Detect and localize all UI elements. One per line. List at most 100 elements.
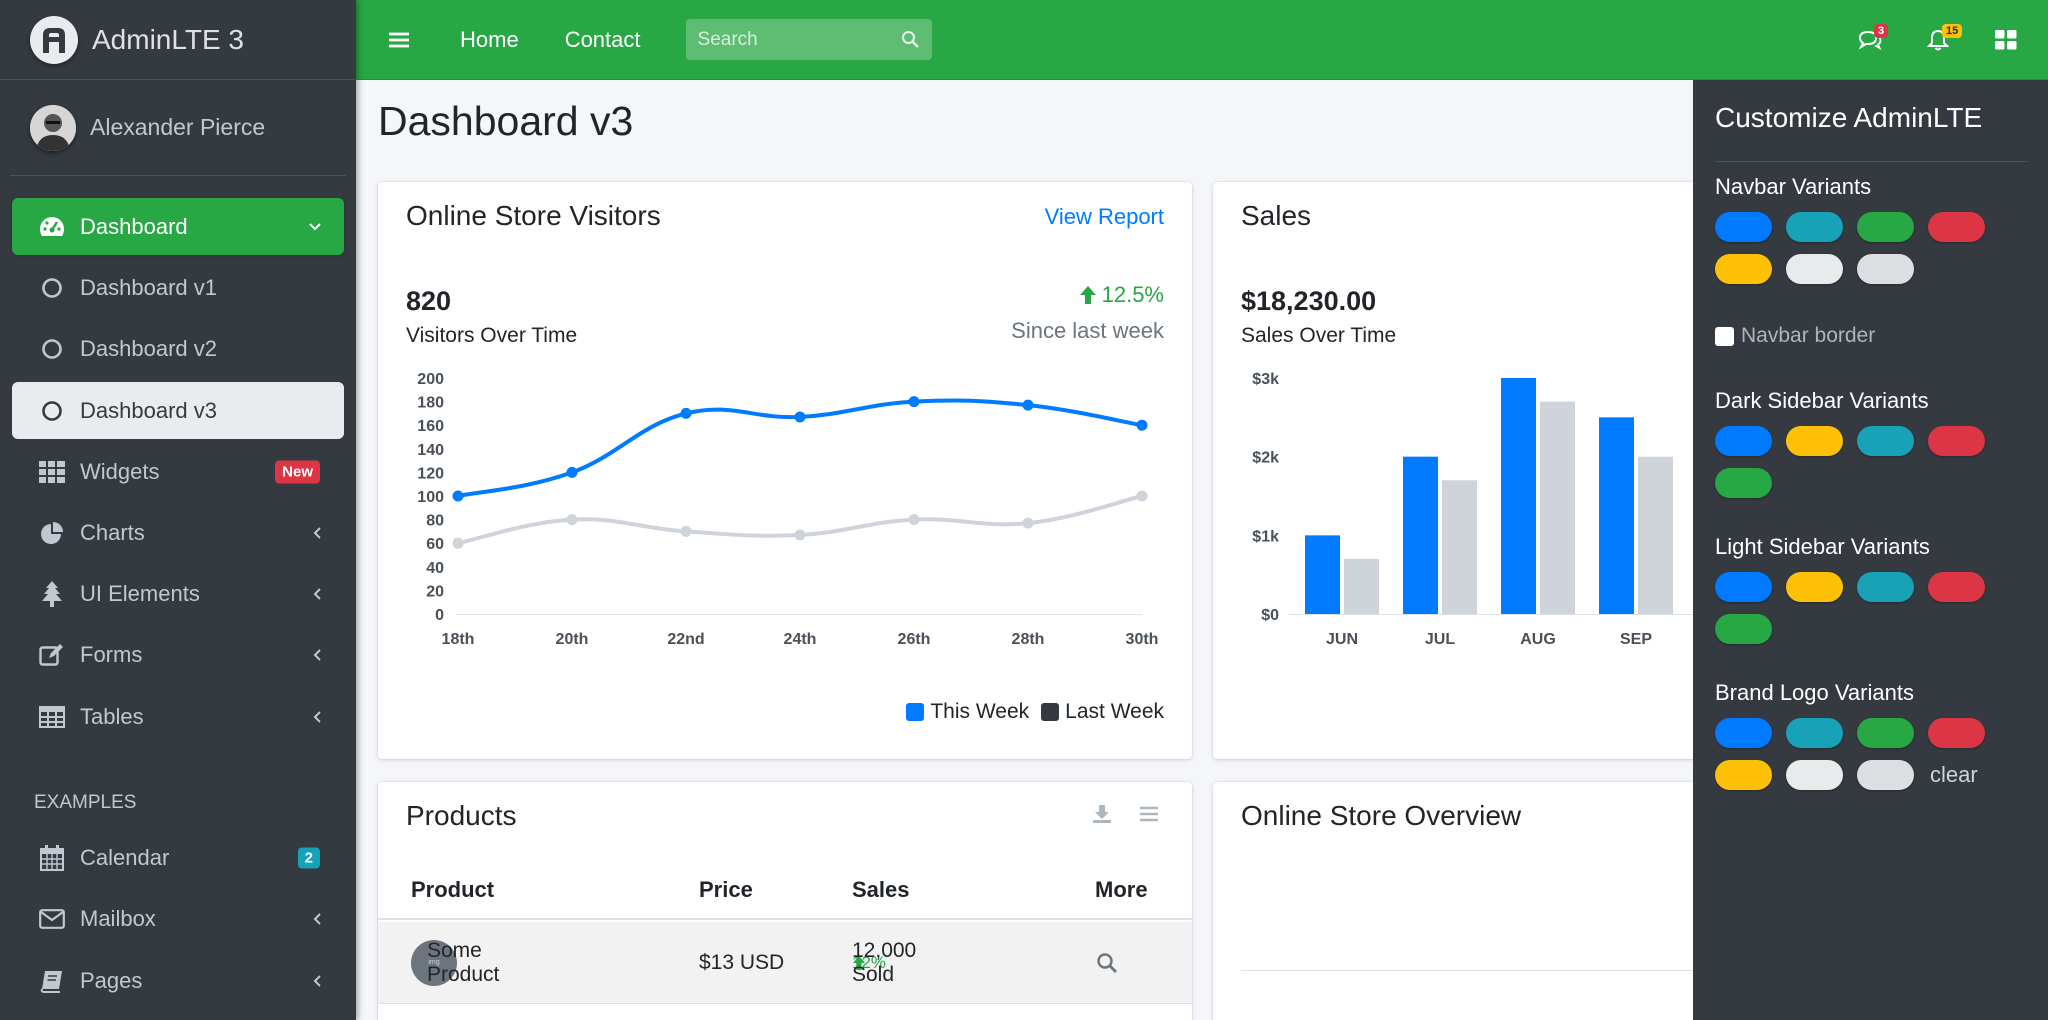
color-swatch[interactable] xyxy=(1928,572,1985,602)
navbar-border-label: Navbar border xyxy=(1741,324,1876,347)
y-tick-label: 80 xyxy=(426,513,444,530)
navbar-border-checkbox[interactable]: Navbar border xyxy=(1715,324,1875,348)
notifications-dropdown[interactable]: 15 xyxy=(1904,0,1972,80)
sidebar-item-dashboard-v1[interactable]: Dashboard v1 xyxy=(12,259,344,316)
color-swatch[interactable] xyxy=(1857,426,1914,456)
color-swatch[interactable] xyxy=(1786,426,1843,456)
color-swatch[interactable] xyxy=(1857,254,1914,284)
hamburger-menu-icon[interactable] xyxy=(388,31,412,49)
data-point[interactable] xyxy=(1022,399,1034,411)
bar[interactable] xyxy=(1344,558,1379,614)
sidebar-item-ui-elements[interactable]: UI Elements xyxy=(12,565,344,622)
data-point[interactable] xyxy=(908,396,920,408)
brand-link[interactable]: AdminLTE 3 xyxy=(0,0,356,80)
color-swatch[interactable] xyxy=(1786,572,1843,602)
navbar-variants xyxy=(1715,212,1995,284)
messages-dropdown[interactable]: 3 xyxy=(1836,0,1904,80)
data-point[interactable] xyxy=(794,529,806,541)
sidebar-item-label: Tables xyxy=(80,703,144,729)
data-point[interactable] xyxy=(908,514,920,526)
product-name: Some Product xyxy=(427,938,500,986)
sidebar-item-dashboard-v2[interactable]: Dashboard v2 xyxy=(12,320,344,377)
data-point[interactable] xyxy=(1022,517,1034,529)
sidebar-item-label: Dashboard xyxy=(80,213,188,239)
data-point[interactable] xyxy=(680,525,692,537)
search-input[interactable] xyxy=(685,28,886,51)
data-point[interactable] xyxy=(680,407,692,419)
brand-logo-icon xyxy=(30,15,78,64)
arrow-up-icon xyxy=(852,955,866,971)
user-panel[interactable]: Alexander Pierce xyxy=(10,80,346,176)
color-swatch[interactable] xyxy=(1715,426,1772,456)
sidebar-item-dashboard[interactable]: Dashboard xyxy=(12,198,344,255)
navbar-right: 3 15 xyxy=(1836,0,2048,80)
chevron-left-icon xyxy=(312,526,322,540)
color-swatch[interactable] xyxy=(1786,760,1843,790)
sidebar-item-forms[interactable]: Forms xyxy=(12,626,344,683)
color-swatch[interactable] xyxy=(1715,718,1772,748)
data-point[interactable] xyxy=(1136,419,1148,431)
circle-icon xyxy=(38,274,66,302)
color-swatch[interactable] xyxy=(1786,718,1843,748)
nav-link-contact[interactable]: Contact xyxy=(564,26,641,52)
x-tick-label: 22nd xyxy=(667,631,704,648)
data-point[interactable] xyxy=(452,537,464,549)
sidebar-item-pages[interactable]: Pages xyxy=(12,952,344,1009)
download-icon[interactable] xyxy=(1092,804,1112,824)
y-tick-label: 160 xyxy=(417,418,444,435)
color-swatch[interactable] xyxy=(1715,614,1772,644)
bar[interactable] xyxy=(1638,456,1673,614)
color-swatch[interactable] xyxy=(1715,212,1772,242)
sidebar-item-widgets[interactable]: Widgets New xyxy=(12,443,344,500)
bar[interactable] xyxy=(1403,456,1438,614)
sidebar-item-label: Widgets xyxy=(80,458,160,484)
bar[interactable] xyxy=(1540,401,1575,614)
brand-text: AdminLTE 3 xyxy=(92,23,244,55)
color-swatch[interactable] xyxy=(1928,718,1985,748)
bar[interactable] xyxy=(1305,535,1340,614)
color-swatch[interactable] xyxy=(1928,212,1985,242)
sidebar-item-charts[interactable]: Charts xyxy=(12,504,344,561)
bar[interactable] xyxy=(1442,480,1477,614)
checkbox[interactable] xyxy=(1715,326,1734,346)
table-icon xyxy=(38,703,66,731)
data-point[interactable] xyxy=(794,411,806,423)
color-swatch[interactable] xyxy=(1857,718,1914,748)
color-swatch[interactable] xyxy=(1786,212,1843,242)
arrow-up-icon xyxy=(1079,285,1097,305)
bars-menu-icon[interactable] xyxy=(1140,806,1158,822)
color-swatch[interactable] xyxy=(1715,760,1772,790)
sidebar-item-calendar[interactable]: Calendar 2 xyxy=(12,829,344,886)
navbar-search xyxy=(685,19,932,60)
sidebar-item-label: UI Elements xyxy=(80,580,200,606)
bar[interactable] xyxy=(1501,378,1536,614)
sidebar-item-dashboard-v3[interactable]: Dashboard v3 xyxy=(12,382,344,439)
data-point[interactable] xyxy=(452,490,464,502)
control-sidebar-toggle[interactable] xyxy=(1972,0,2040,80)
search-icon[interactable] xyxy=(901,30,920,49)
bar[interactable] xyxy=(1599,417,1634,614)
color-swatch[interactable] xyxy=(1786,254,1843,284)
sidebar-item-mailbox[interactable]: Mailbox xyxy=(12,890,344,947)
x-tick-label: 28th xyxy=(1012,631,1045,648)
clear-link[interactable]: clear xyxy=(1930,762,1978,787)
color-swatch[interactable] xyxy=(1715,254,1772,284)
notifications-count-badge: 15 xyxy=(1942,24,1963,38)
control-sidebar-title: Customize AdminLTE xyxy=(1715,102,1983,133)
chevron-left-icon xyxy=(312,648,322,662)
view-report-link[interactable]: View Report xyxy=(1044,204,1164,229)
sidebar-item-tables[interactable]: Tables xyxy=(12,688,344,745)
color-swatch[interactable] xyxy=(1715,572,1772,602)
card-title: Online Store Overview xyxy=(1241,800,1522,831)
nav-link-home[interactable]: Home xyxy=(460,26,519,52)
control-sidebar: Customize AdminLTE Navbar Variants Navba… xyxy=(1693,80,2048,1020)
data-point[interactable] xyxy=(1136,490,1148,502)
search-icon[interactable] xyxy=(1096,952,1118,974)
color-swatch[interactable] xyxy=(1928,426,1985,456)
color-swatch[interactable] xyxy=(1857,760,1914,790)
color-swatch[interactable] xyxy=(1857,572,1914,602)
data-point[interactable] xyxy=(566,514,578,526)
color-swatch[interactable] xyxy=(1857,212,1914,242)
color-swatch[interactable] xyxy=(1715,468,1772,498)
data-point[interactable] xyxy=(566,466,578,478)
